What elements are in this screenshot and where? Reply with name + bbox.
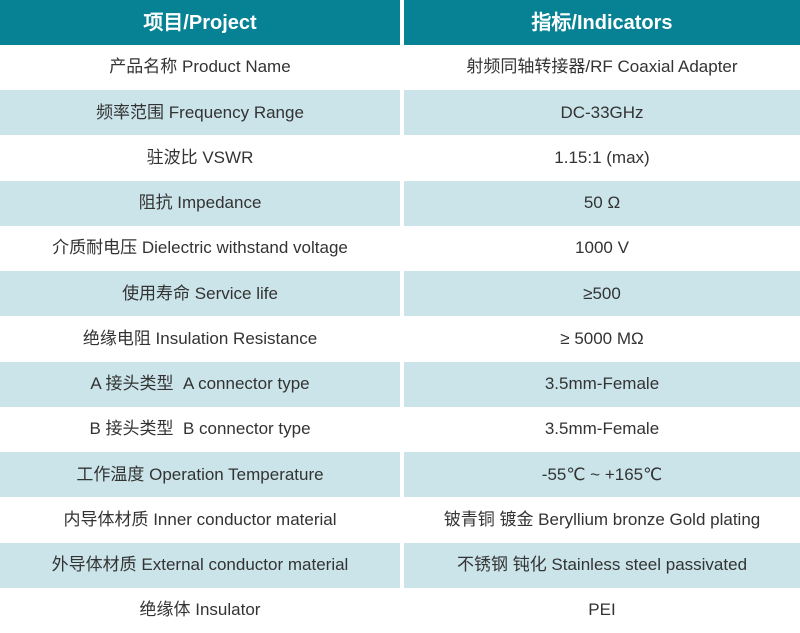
project-cell: 绝缘体 Insulator (139, 600, 261, 620)
project-cell: 产品名称 Product Name (109, 57, 291, 77)
table-row-operation-temperature: 工作温度 Operation Temperature -55℃ ~ +165℃ (0, 452, 800, 498)
table-row-insulator: 绝缘体 Insulator PEI (0, 587, 800, 633)
indicator-cell: 1000 V (400, 225, 800, 272)
table-row-product-name: 产品名称 Product Name 射频同轴转接器/RF Coaxial Ada… (0, 45, 800, 91)
table-row-inner-conductor-material: 内导体材质 Inner conductor material 铍青铜 镀金 Be… (0, 497, 800, 543)
header-project: 项目/Project (143, 11, 257, 34)
indicator-cell: PEI (400, 587, 800, 633)
project-cell: 阻抗 Impedance (138, 193, 262, 213)
table-row-vswr: 驻波比 VSWR 1.15:1 (max) (0, 135, 800, 181)
table-row-dielectric-withstand-voltage: 介质耐电压 Dielectric withstand voltage 1000 … (0, 225, 800, 272)
project-cell: A 接头类型 A connector type (90, 374, 310, 394)
indicator-cell: -55℃ ~ +165℃ (400, 452, 800, 498)
indicator-cell: 铍青铜 镀金 Beryllium bronze Gold plating (400, 497, 800, 543)
project-cell: 介质耐电压 Dielectric withstand voltage (52, 238, 348, 258)
project-cell: 绝缘电阻 Insulation Resistance (82, 328, 318, 348)
project-cell: 外导体材质 External conductor material (51, 555, 349, 574)
indicator-cell: ≥500 (400, 271, 800, 317)
indicator-cell: 3.5mm-Female (400, 361, 800, 407)
header-indicators: 指标/Indicators (400, 0, 800, 45)
project-cell: 频率范围 Frequency Range (96, 102, 304, 122)
table-row-external-conductor-material: 外导体材质 External conductor material 不锈钢 钝化… (0, 542, 800, 588)
project-cell: B 接头类型 B connector type (89, 419, 311, 439)
project-cell: 内导体材质 Inner conductor material (63, 509, 337, 529)
table-row-b-connector-type: B 接头类型 B connector type 3.5mm-Female (0, 406, 800, 453)
table-row-service-life: 使用寿命 Service life ≥500 (0, 271, 800, 317)
table-header-row: 项目/Project 指标/Indicators (0, 0, 800, 45)
table-row-frequency-range: 频率范围 Frequency Range DC-33GHz (0, 90, 800, 136)
indicator-cell: 1.15:1 (max) (400, 135, 800, 181)
indicator-cell: 3.5mm-Female (400, 406, 800, 453)
table-row-impedance: 阻抗 Impedance 50 Ω (0, 180, 800, 226)
table-row-a-connector-type: A 接头类型 A connector type 3.5mm-Female (0, 361, 800, 407)
indicator-cell: 不锈钢 钝化 Stainless steel passivated (400, 542, 800, 588)
project-cell: 驻波比 VSWR (146, 147, 254, 167)
indicator-cell: 50 Ω (400, 180, 800, 226)
indicator-cell: DC-33GHz (400, 90, 800, 136)
table-row-insulation-resistance: 绝缘电阻 Insulation Resistance ≥ 5000 MΩ (0, 316, 800, 362)
project-cell: 工作温度 Operation Temperature (76, 464, 324, 484)
indicator-cell: ≥ 5000 MΩ (400, 316, 800, 362)
project-cell: 使用寿命 Service life (122, 283, 278, 303)
indicator-cell: 射频同轴转接器/RF Coaxial Adapter (400, 45, 800, 91)
